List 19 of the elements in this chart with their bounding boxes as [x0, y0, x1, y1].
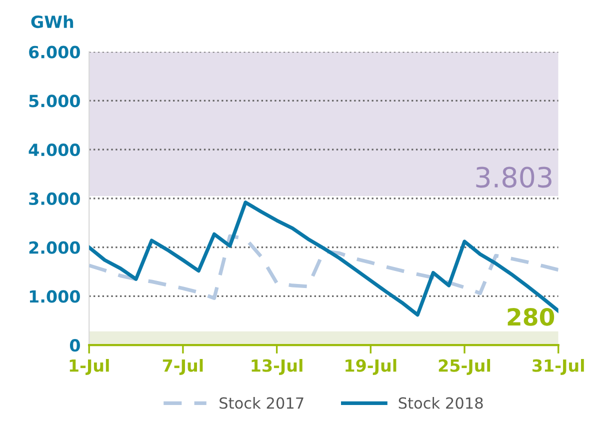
- x-tick-label: 31-Jul: [532, 358, 584, 375]
- line-series: [89, 234, 558, 300]
- y-tick-label: 1.000: [30, 290, 80, 303]
- x-tick-label: 7-Jul: [162, 358, 203, 375]
- legend-label: Stock 2017: [220, 396, 304, 409]
- band-label: 280: [508, 308, 554, 326]
- x-tick-label: 1-Jul: [70, 358, 109, 375]
- y-tick-label: 3.000: [29, 192, 80, 206]
- y-axis-title: GWh: [31, 15, 74, 28]
- y-tick-label: 0: [70, 339, 80, 352]
- x-tick-label: 13-Jul: [252, 358, 302, 375]
- legend-label: Stock 2018: [398, 396, 483, 409]
- y-tick-label: 5.000: [29, 94, 80, 108]
- y-tick-label: 4.000: [28, 144, 80, 156]
- x-tick-label: 19-Jul: [346, 358, 396, 375]
- x-tick-label: 25-Jul: [438, 358, 490, 375]
- y-tick-label: 2.000: [29, 241, 80, 254]
- band-label: 3.803: [476, 166, 552, 188]
- y-tick-label: 6.000: [29, 46, 80, 58]
